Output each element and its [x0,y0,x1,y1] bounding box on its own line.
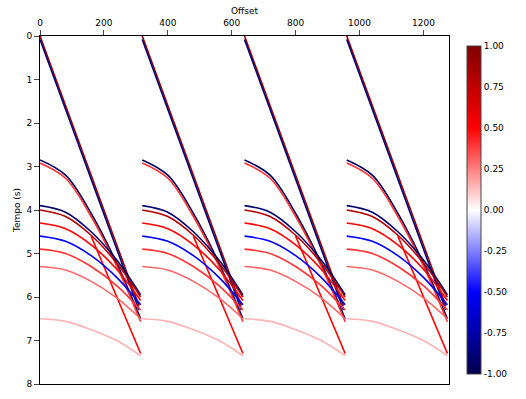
svg-text:800: 800 [287,18,304,28]
svg-text:0.50: 0.50 [484,123,504,133]
svg-text:200: 200 [95,18,112,28]
svg-text:2: 2 [26,118,32,128]
svg-text:400: 400 [159,18,176,28]
svg-text:-0.25: -0.25 [484,246,507,256]
svg-text:8: 8 [26,379,32,389]
svg-text:-0.50: -0.50 [484,287,508,297]
svg-text:0.75: 0.75 [484,82,504,92]
svg-text:-1.00: -1.00 [484,369,508,379]
svg-text:Offset: Offset [231,6,259,16]
svg-text:600: 600 [223,18,240,28]
svg-text:0.00: 0.00 [484,205,504,215]
svg-text:1000: 1000 [348,18,371,28]
svg-text:4: 4 [26,205,32,215]
svg-text:1200: 1200 [412,18,435,28]
svg-text:1: 1 [26,75,32,85]
svg-text:0: 0 [37,18,43,28]
svg-text:1.00: 1.00 [484,41,504,51]
svg-text:6: 6 [26,292,32,302]
svg-text:-0.75: -0.75 [484,328,507,338]
svg-text:0.25: 0.25 [484,164,504,174]
svg-text:3: 3 [26,162,32,172]
svg-text:7: 7 [26,336,32,346]
svg-text:5: 5 [26,249,32,259]
svg-text:0: 0 [26,31,32,41]
svg-text:Tempo (s): Tempo (s) [12,188,22,233]
